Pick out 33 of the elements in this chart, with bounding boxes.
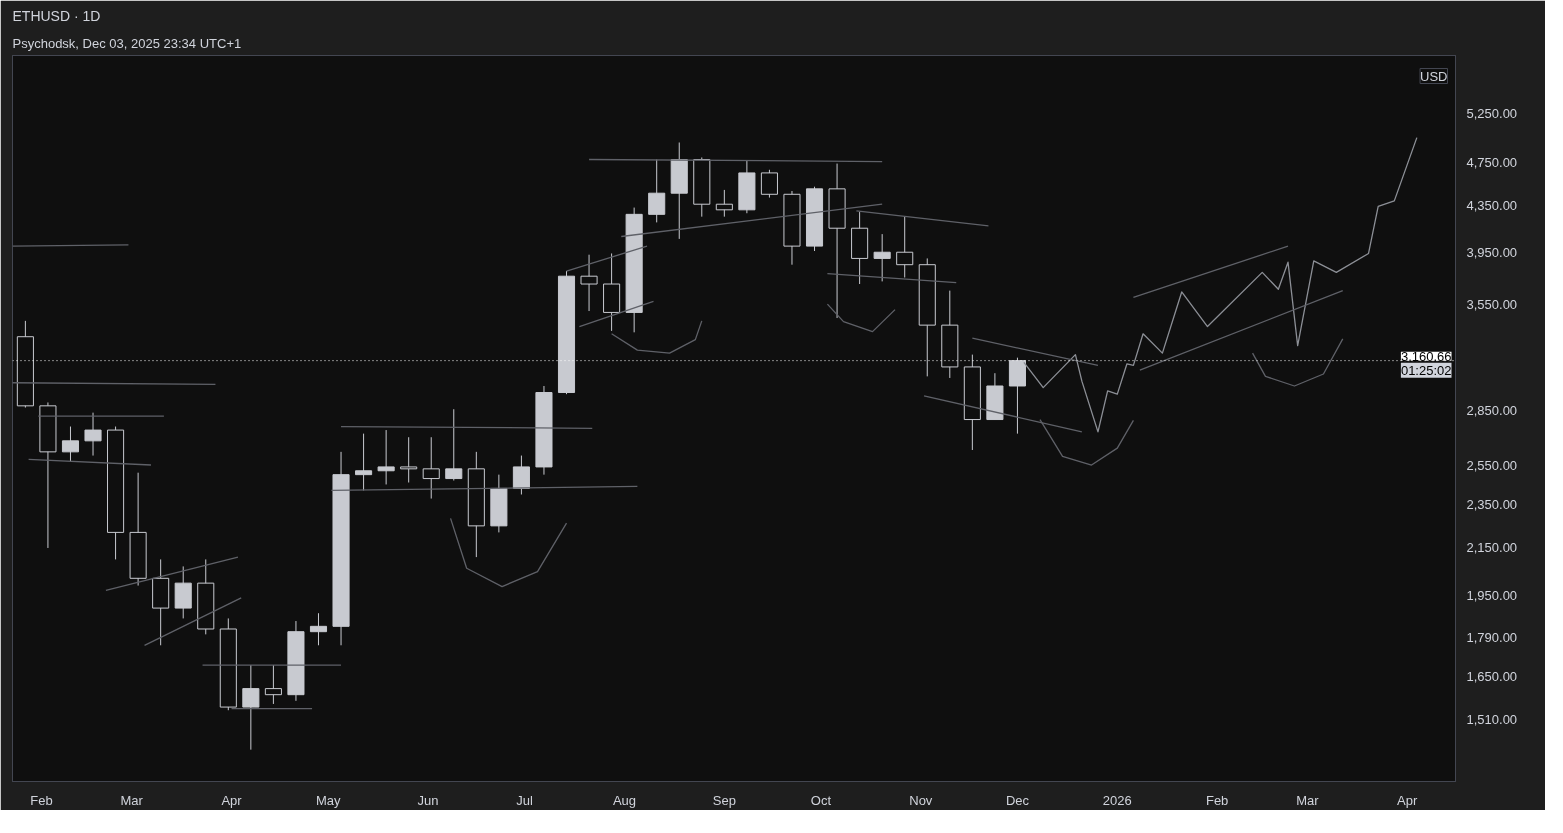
y-tick-label: 4,350.00 bbox=[1466, 197, 1518, 213]
ref-line-label: 3,160.66 bbox=[1400, 348, 1452, 364]
y-tick-label: 4,750.00 bbox=[1466, 155, 1518, 171]
y-tick-label: 2,850.00 bbox=[1466, 403, 1518, 419]
y-axis-title: USD bbox=[1420, 68, 1448, 84]
x-tick-label: Dec bbox=[1005, 792, 1030, 808]
y-tick-label: 2,150.00 bbox=[1466, 540, 1518, 556]
y-tick-label: 1,510.00 bbox=[1466, 712, 1518, 728]
x-tick-label: Feb bbox=[30, 792, 53, 808]
y-tick-label: 5,250.00 bbox=[1466, 106, 1518, 122]
x-tick-label: Mar bbox=[120, 792, 144, 808]
x-tick-label: Sep bbox=[712, 792, 736, 808]
x-tick-label: Apr bbox=[1397, 792, 1418, 808]
x-tick-label: Feb bbox=[1205, 792, 1229, 808]
y-tick-label: 3,950.00 bbox=[1466, 244, 1518, 260]
y-tick-label: 2,550.00 bbox=[1466, 457, 1518, 473]
x-tick-label: Mar bbox=[1296, 792, 1320, 808]
y-tick-label: 1,650.00 bbox=[1466, 669, 1518, 685]
annotation: 01:25:02 bbox=[1400, 362, 1452, 378]
x-tick-label: Aug bbox=[612, 792, 637, 808]
x-tick-label: Nov bbox=[909, 792, 933, 808]
x-tick-label: Apr bbox=[221, 792, 243, 808]
y-tick-label: 2,350.00 bbox=[1466, 497, 1518, 513]
chart-title: ETHUSD · 1D bbox=[12, 7, 101, 24]
x-tick-label: 2026 bbox=[1102, 792, 1132, 808]
y-tick-label: 3,550.00 bbox=[1466, 296, 1518, 312]
x-tick-label: Jul bbox=[516, 792, 534, 808]
y-tick-label: 1,950.00 bbox=[1466, 587, 1518, 603]
x-tick-label: Oct bbox=[810, 792, 832, 808]
x-tick-label: May bbox=[315, 792, 341, 808]
y-tick-label: 1,790.00 bbox=[1466, 629, 1518, 645]
x-tick-label: Jun bbox=[417, 792, 439, 808]
chart-subtitle: Psychodsk, Dec 03, 2025 23:34 UTC+1 bbox=[12, 35, 242, 51]
